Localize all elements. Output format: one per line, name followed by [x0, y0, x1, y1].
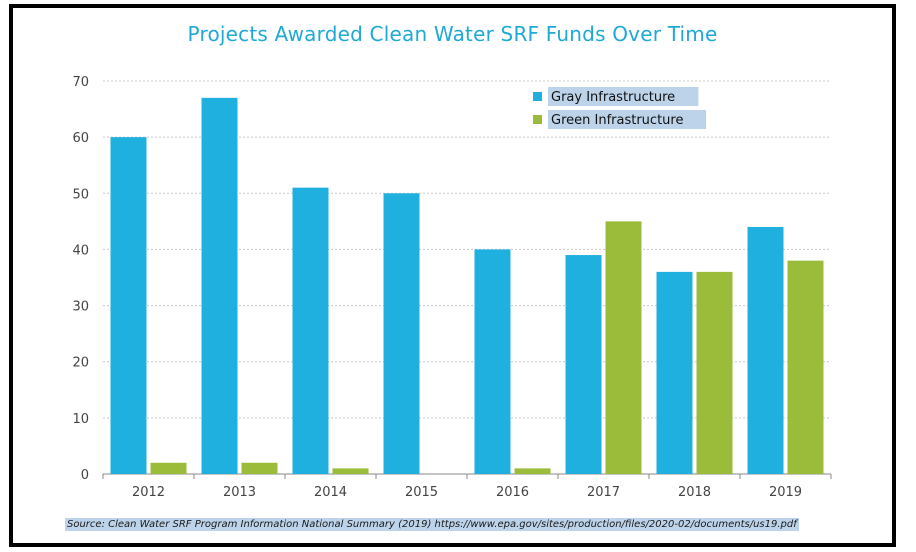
bar-gray-infrastructure-2018 [656, 271, 693, 474]
bar-green-infrastructure-2017 [605, 221, 642, 474]
y-tick-label: 60 [72, 131, 89, 146]
bar-gray-infrastructure-2016 [474, 249, 511, 474]
x-tick-label: 2014 [314, 485, 347, 500]
bar-gray-infrastructure-2013 [201, 97, 238, 474]
y-tick-label: 20 [72, 356, 89, 371]
bar-gray-infrastructure-2019 [747, 226, 784, 474]
chart-title: Projects Awarded Clean Water SRF Funds O… [187, 22, 718, 46]
bar-green-infrastructure-2013 [241, 462, 278, 474]
y-tick-label: 50 [72, 187, 89, 202]
chart-frame: Projects Awarded Clean Water SRF Funds O… [9, 4, 896, 547]
x-tick-label: 2017 [587, 485, 620, 500]
source-note: Source: Clean Water SRF Program Informat… [65, 518, 799, 531]
bar-gray-infrastructure-2012 [110, 137, 147, 474]
bar-green-infrastructure-2018 [696, 271, 733, 474]
bar-green-infrastructure-2012 [150, 462, 187, 474]
bar-gray-infrastructure-2014 [292, 187, 329, 474]
y-tick-label: 0 [81, 468, 89, 483]
legend-label-highlight [548, 87, 699, 106]
x-tick-label: 2012 [132, 485, 165, 500]
x-tick-label: 2016 [496, 485, 529, 500]
bar-green-infrastructure-2014 [332, 468, 369, 474]
legend-label: Gray Infrastructure [551, 90, 675, 105]
y-tick-label: 70 [72, 75, 89, 90]
legend-swatch [533, 115, 542, 124]
x-tick-label: 2015 [405, 485, 438, 500]
y-tick-label: 40 [72, 243, 89, 258]
bar-green-infrastructure-2016 [514, 468, 551, 474]
legend-swatch [533, 92, 542, 101]
legend-label: Green Infrastructure [551, 113, 683, 128]
bar-gray-infrastructure-2017 [565, 255, 602, 474]
bar-chart: 0 10 20 30 40 50 60 70 2012 2013 2014 2015 2016 2017 2… [72, 75, 832, 500]
bar-green-infrastructure-2019 [787, 260, 824, 474]
x-tick-label: 2018 [678, 485, 711, 500]
y-tick-label: 30 [72, 300, 89, 315]
legend-label-highlight [548, 110, 706, 129]
bar-gray-infrastructure-2015 [383, 193, 420, 475]
x-tick-label: 2019 [769, 485, 802, 500]
y-tick-label: 10 [72, 412, 89, 427]
x-tick-label: 2013 [223, 485, 256, 500]
